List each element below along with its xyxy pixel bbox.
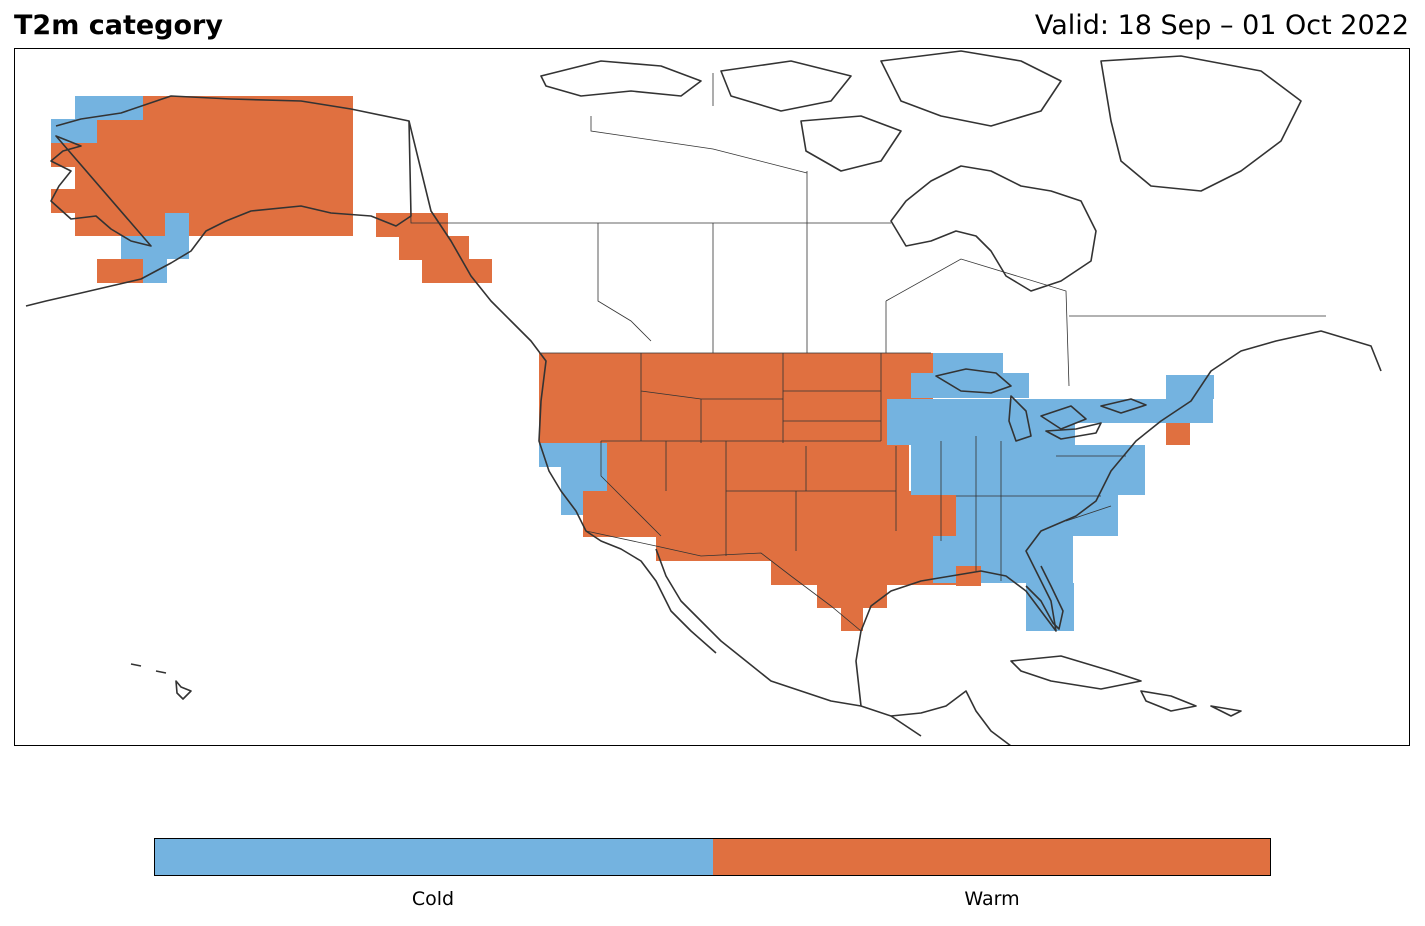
coastlines: [25, 50, 1382, 745]
cold-cell: [75, 96, 143, 120]
colorbar-cold-segment: [155, 839, 713, 875]
warm-cell: [933, 491, 957, 536]
caribbean: [1010, 655, 1242, 717]
warm-cell: [841, 606, 863, 631]
map-title: T2m category: [14, 10, 223, 41]
arctic-islands: [540, 50, 1302, 192]
alaska-coastline: [25, 95, 412, 307]
province-lines: [590, 73, 1326, 387]
cold-cell: [956, 491, 1118, 536]
cold-cell: [911, 445, 1145, 495]
warm-cell: [956, 566, 981, 586]
map-panel: [14, 48, 1410, 746]
cold-cell: [561, 443, 607, 493]
west-coast: [408, 120, 922, 737]
canada-us-border: [408, 120, 891, 224]
gulf-coast: [855, 330, 1382, 707]
florida: [1025, 565, 1064, 630]
great-lakes: [935, 368, 1147, 442]
cold-cell: [539, 443, 561, 467]
category-cells: [51, 96, 1214, 631]
colorbar-warm-segment: [712, 839, 1270, 875]
warm-cell: [75, 166, 97, 236]
warm-cell: [583, 491, 933, 537]
warm-cell: [1166, 423, 1190, 445]
cold-cell: [933, 536, 1073, 561]
warm-cell: [656, 536, 934, 561]
hudson-bay: [890, 165, 1097, 292]
cold-cell: [165, 213, 189, 259]
warm-cell: [607, 443, 909, 493]
legend-label-cold: Cold: [411, 888, 455, 910]
warm-cell: [422, 259, 492, 283]
legend-label-warm: Warm: [964, 888, 1020, 910]
valid-period: Valid: 18 Sep – 01 Oct 2022: [1034, 10, 1409, 41]
hawaii: [130, 663, 192, 700]
cold-cell: [981, 559, 1073, 583]
map-canvas: [25, 50, 1382, 745]
warm-cell: [376, 213, 448, 237]
central-america: [890, 690, 1011, 745]
warm-cell: [97, 259, 143, 283]
borders: [408, 73, 1326, 632]
warm-cell: [399, 236, 469, 260]
state-lines: [600, 353, 1126, 581]
warm-cell: [771, 559, 959, 585]
us-mexico-border: [585, 530, 862, 632]
cold-cell: [933, 353, 1003, 375]
cold-cell: [887, 399, 1075, 445]
warm-cell: [817, 583, 887, 608]
colorbar: [154, 838, 1271, 876]
